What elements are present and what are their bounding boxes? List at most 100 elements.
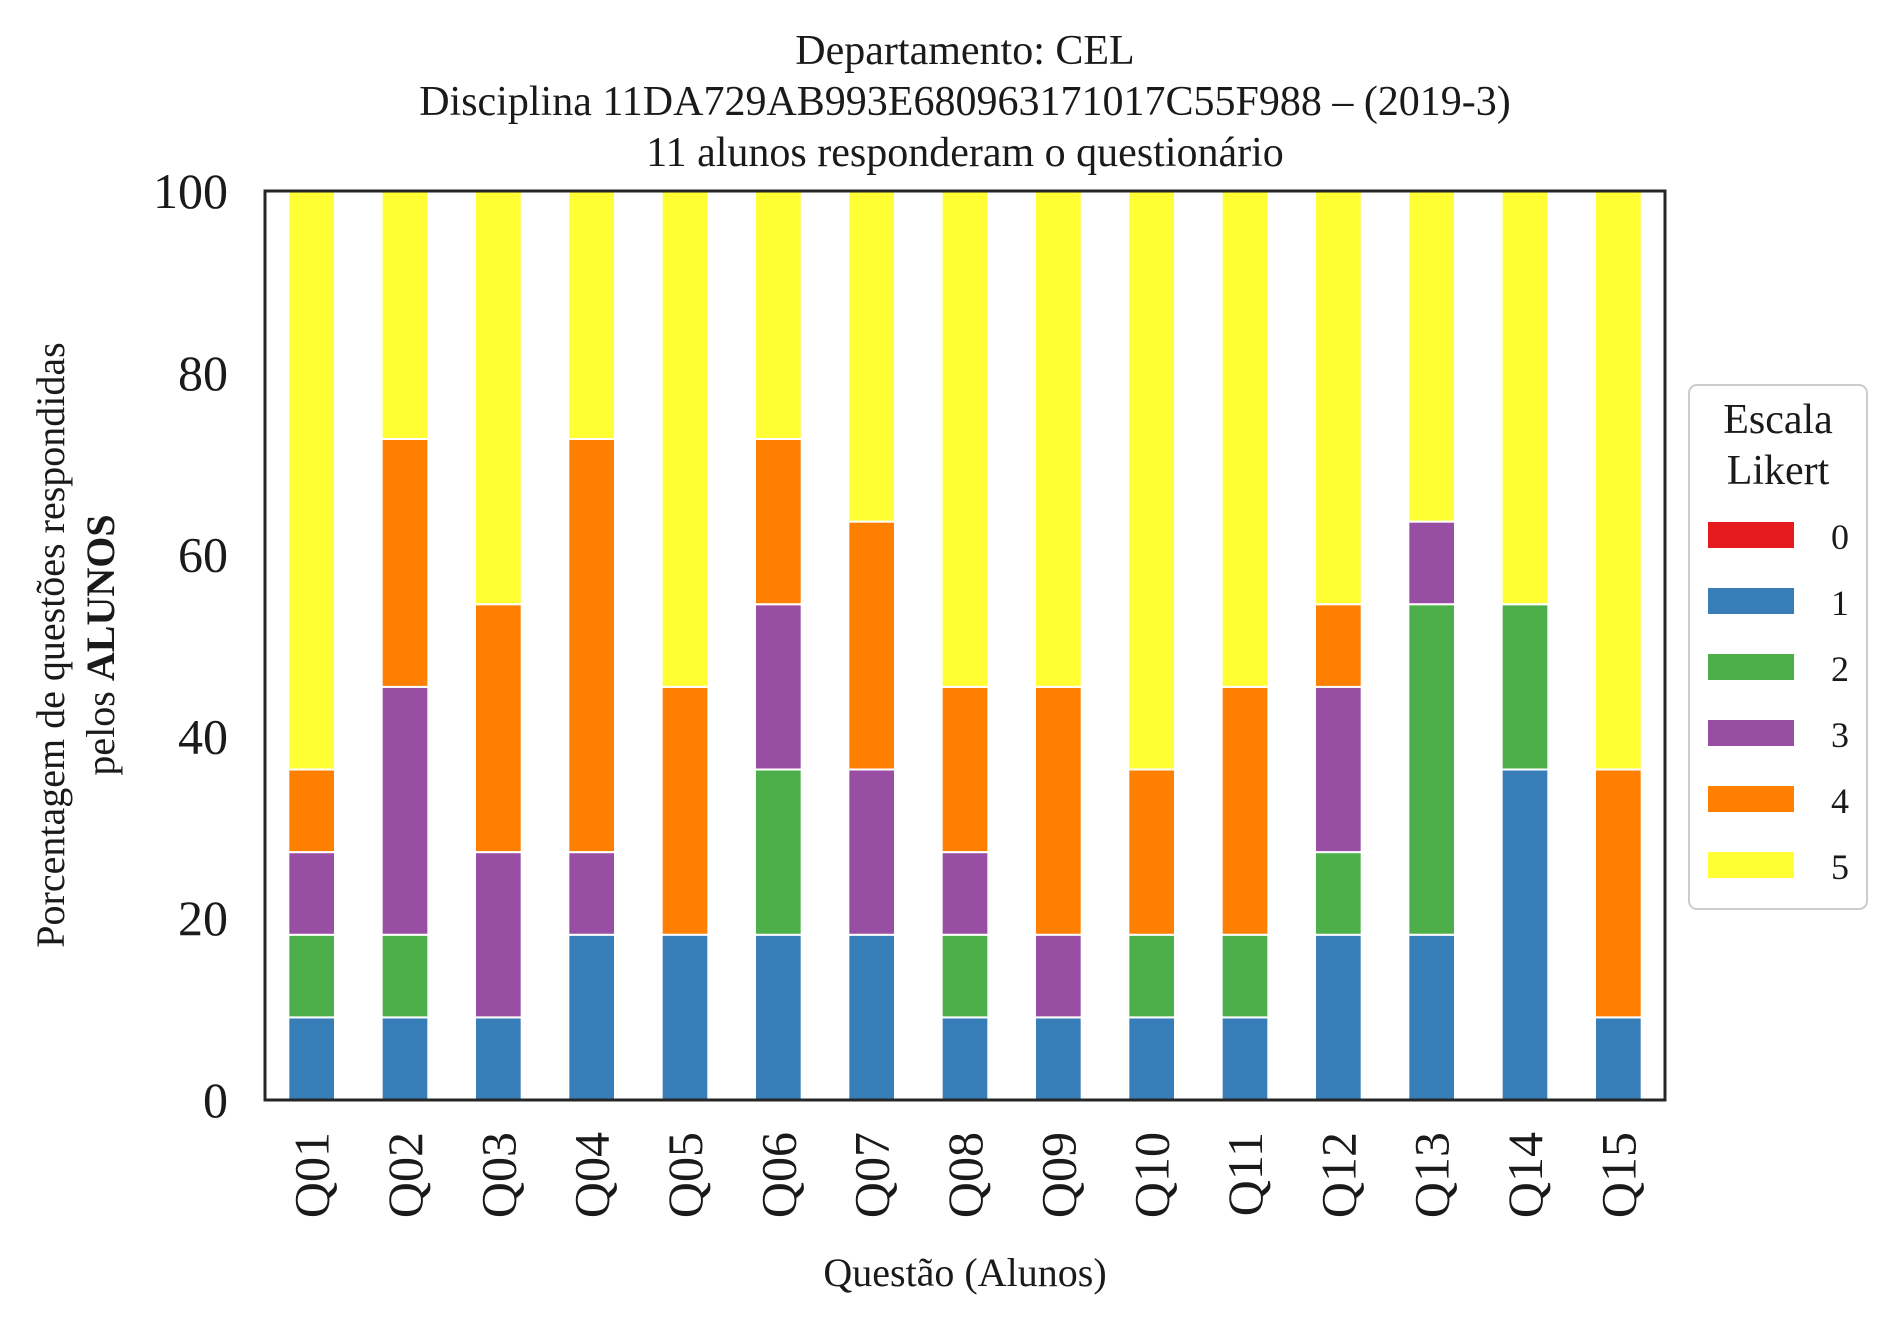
bar-q14-level-1 <box>1500 768 1550 1101</box>
x-tick-label-q14: Q14 <box>1497 1132 1553 1218</box>
legend-label-2: 2 <box>1831 649 1849 689</box>
bar-q09-level-1 <box>1034 1016 1083 1101</box>
bar-q08-level-1 <box>940 1016 990 1101</box>
bar-q15-level-5 <box>1594 190 1643 771</box>
x-tick-label-q01: Q01 <box>284 1132 340 1218</box>
bar-q09-level-3 <box>1034 933 1083 1019</box>
bar-q13-level-3 <box>1407 520 1456 606</box>
bar-q07-level-4 <box>847 520 897 771</box>
bar-q06-level-3 <box>754 603 803 771</box>
y-axis-ticks: 0 20 40 60 80 100 <box>153 163 228 1128</box>
bar-q15-level-1 <box>1594 1016 1643 1101</box>
plot-frame <box>263 189 1667 1102</box>
title-line-2: Disciplina 11DA729AB993E680963171017C55F… <box>419 79 1511 125</box>
title-line-3: 11 alunos responderam o questionário <box>646 130 1284 176</box>
y-tick-label-0: 0 <box>203 1072 228 1128</box>
legend-label-1: 1 <box>1831 583 1849 623</box>
y-tick-label-60: 60 <box>178 527 228 583</box>
legend-title-line-1: Escala <box>1723 397 1833 443</box>
x-tick-label-q03: Q03 <box>470 1132 526 1218</box>
bar-q04-level-1 <box>567 933 617 1101</box>
bar-q12-level-1 <box>1314 933 1363 1101</box>
bar-q11-level-4 <box>1220 685 1270 936</box>
bar-q09-level-4 <box>1034 685 1083 936</box>
x-tick-label-q11: Q11 <box>1217 1132 1273 1216</box>
bar-q02-level-5 <box>380 190 430 440</box>
bar-q02-level-2 <box>380 933 430 1019</box>
y-tick-label-40: 40 <box>178 708 228 764</box>
bar-q10-level-5 <box>1127 190 1176 771</box>
y-axis-label-line-1: Porcentagem de questões respondidas <box>28 342 73 947</box>
y-axis-label-alunos: ALUNOS <box>78 514 123 681</box>
bar-q12-level-2 <box>1314 851 1363 936</box>
bar-q06-level-4 <box>754 437 803 606</box>
bars-layer <box>287 190 1643 1101</box>
x-tick-label-q02: Q02 <box>377 1132 433 1218</box>
bar-q13-level-1 <box>1407 933 1456 1101</box>
legend-label-3: 3 <box>1831 715 1849 755</box>
bar-q13-level-2 <box>1407 603 1456 936</box>
legend: Escala Likert 0 1 2 3 4 5 <box>1688 384 1868 910</box>
bar-q15-level-4 <box>1594 768 1643 1019</box>
bar-q02-level-4 <box>380 437 430 688</box>
bar-q12-level-4 <box>1314 603 1363 688</box>
legend-label-0: 0 <box>1831 517 1849 557</box>
bar-q01-level-2 <box>287 933 336 1019</box>
bar-q08-level-2 <box>940 933 990 1019</box>
legend-frame <box>1688 384 1868 910</box>
x-tick-label-q07: Q07 <box>844 1132 900 1218</box>
bar-q12-level-3 <box>1314 685 1363 854</box>
bar-q10-level-2 <box>1127 933 1176 1019</box>
chart-title: Departamento: CEL Disciplina 11DA729AB99… <box>419 28 1511 176</box>
bar-q06-level-2 <box>754 768 803 936</box>
x-tick-label-q10: Q10 <box>1124 1132 1180 1218</box>
bar-q08-level-5 <box>940 190 990 688</box>
bar-q11-level-1 <box>1220 1016 1270 1101</box>
y-axis-label: Porcentagem de questões respondidas pelo… <box>28 342 123 947</box>
legend-title-line-2: Likert <box>1727 448 1830 494</box>
y-axis-label-line-2: pelos ALUNOS <box>78 514 123 775</box>
bar-q01-level-5 <box>287 190 336 771</box>
bar-q07-level-5 <box>847 190 897 523</box>
bar-q05-level-1 <box>660 933 710 1101</box>
bar-q12-level-5 <box>1314 190 1363 606</box>
bar-q09-level-5 <box>1034 190 1083 688</box>
bar-q07-level-1 <box>847 933 897 1101</box>
x-tick-label-q04: Q04 <box>564 1132 620 1218</box>
bar-q13-level-5 <box>1407 190 1456 523</box>
bar-q04-level-5 <box>567 190 617 440</box>
bar-q10-level-4 <box>1127 768 1176 936</box>
y-axis-label-pelos: pelos <box>78 681 123 775</box>
legend-label-4: 4 <box>1831 781 1849 821</box>
bar-q02-level-1 <box>380 1016 430 1101</box>
y-tick-label-80: 80 <box>178 345 228 401</box>
x-tick-label-q08: Q08 <box>937 1132 993 1218</box>
title-line-1: Departamento: CEL <box>795 28 1134 74</box>
x-tick-label-q15: Q15 <box>1590 1132 1646 1218</box>
legend-swatch-1 <box>1708 588 1794 614</box>
x-tick-label-q06: Q06 <box>750 1132 806 1218</box>
x-axis-label: Questão (Alunos) <box>823 1250 1106 1295</box>
legend-swatch-2 <box>1708 654 1794 680</box>
bar-q03-level-1 <box>474 1016 523 1101</box>
legend-swatch-3 <box>1708 720 1794 746</box>
bar-q06-level-1 <box>754 933 803 1101</box>
bar-q14-level-5 <box>1500 190 1550 606</box>
bar-q04-level-3 <box>567 851 617 936</box>
legend-swatch-4 <box>1708 786 1794 812</box>
x-tick-label-q09: Q09 <box>1030 1132 1086 1218</box>
bar-q03-level-5 <box>474 190 523 606</box>
bar-q02-level-3 <box>380 685 430 936</box>
y-tick-label-20: 20 <box>178 890 228 946</box>
bar-q11-level-5 <box>1220 190 1270 688</box>
bar-q07-level-3 <box>847 768 897 936</box>
bar-q10-level-1 <box>1127 1016 1176 1101</box>
bar-q04-level-4 <box>567 437 617 854</box>
bar-q14-level-2 <box>1500 603 1550 771</box>
bar-q08-level-3 <box>940 851 990 936</box>
x-tick-label-q05: Q05 <box>657 1132 713 1218</box>
bar-q03-level-4 <box>474 603 523 854</box>
x-tick-label-q13: Q13 <box>1404 1132 1460 1218</box>
bar-q11-level-2 <box>1220 933 1270 1019</box>
